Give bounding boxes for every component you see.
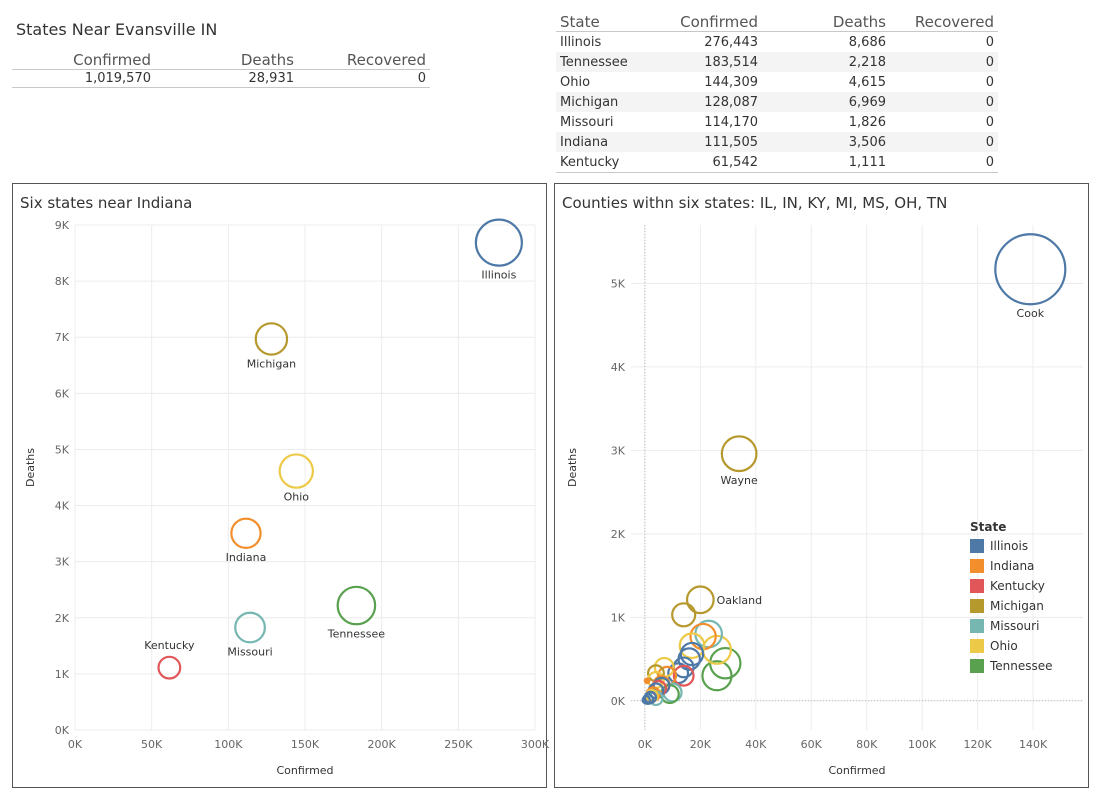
state-table-row: Michigan 128,087 6,969 0 <box>556 92 998 112</box>
state-table-header-recovered: Recovered <box>890 12 998 32</box>
state-name: Indiana <box>556 132 664 152</box>
state-name: Tennessee <box>556 52 664 72</box>
deaths-value: 2,218 <box>762 52 890 72</box>
state-name: Missouri <box>560 114 614 130</box>
counties-chart-panel: Counties withn six states: IL, IN, KY, M… <box>554 183 1089 788</box>
legend-item-illinois[interactable]: Illinois <box>970 536 1053 556</box>
legend-label: Ohio <box>990 639 1018 653</box>
legend-item-kentucky[interactable]: Kentucky <box>970 576 1053 596</box>
states-chart-panel: Six states near Indiana <box>12 183 547 788</box>
legend-label: Tennessee <box>990 659 1053 673</box>
state-table-row: Missouri 114,170 1,826 0 <box>556 112 998 132</box>
state-table-row: Kentucky 61,542 1,111 0 <box>556 152 998 173</box>
summary-header-recovered: Recovered <box>298 50 430 70</box>
legend-swatch <box>970 659 984 673</box>
legend-item-ohio[interactable]: Ohio <box>970 636 1053 656</box>
recovered-value: 0 <box>985 34 994 50</box>
legend-swatch <box>970 559 984 573</box>
legend-swatch <box>970 539 984 553</box>
state-name: Illinois <box>560 34 602 50</box>
state-table-row: Tennessee 183,514 2,218 0 <box>556 52 998 72</box>
legend-item-missouri[interactable]: Missouri <box>970 616 1053 636</box>
legend-label: Illinois <box>990 539 1029 553</box>
recovered-value: 0 <box>890 92 998 112</box>
summary-confirmed-value: 1,019,570 <box>12 69 155 88</box>
summary-row: 1,019,570 28,931 0 <box>12 69 430 88</box>
deaths-value: 3,506 <box>762 132 890 152</box>
confirmed-value: 276,443 <box>704 34 758 50</box>
state-legend: State Illinois Indiana Kentucky Michigan Mis… <box>970 520 1053 676</box>
state-table-header-deaths: Deaths <box>762 12 890 32</box>
confirmed-value: 144,309 <box>704 74 758 90</box>
legend-swatch <box>970 599 984 613</box>
confirmed-value: 111,505 <box>664 132 762 152</box>
deaths-value: 1,826 <box>848 114 886 130</box>
summary-table: Confirmed Deaths Recovered 1,019,570 28,… <box>12 50 430 88</box>
confirmed-value: 183,514 <box>664 52 762 72</box>
state-table-row: Illinois 276,443 8,686 0 <box>556 32 998 53</box>
legend-label: Missouri <box>990 619 1040 633</box>
confirmed-value: 61,542 <box>664 152 762 173</box>
summary-header-confirmed: Confirmed <box>12 50 155 70</box>
recovered-value: 0 <box>985 74 994 90</box>
state-name: Ohio <box>560 74 591 90</box>
recovered-value: 0 <box>890 132 998 152</box>
state-table-row: Indiana 111,505 3,506 0 <box>556 132 998 152</box>
deaths-value: 4,615 <box>848 74 886 90</box>
legend-label: Indiana <box>990 559 1035 573</box>
legend-title: State <box>970 520 1007 534</box>
deaths-value: 6,969 <box>762 92 890 112</box>
deaths-value: 1,111 <box>762 152 890 173</box>
state-name: Michigan <box>556 92 664 112</box>
state-table-header-state: State <box>556 12 664 32</box>
legend-label: Michigan <box>990 599 1044 613</box>
state-name: Kentucky <box>556 152 664 173</box>
confirmed-value: 128,087 <box>664 92 762 112</box>
recovered-value: 0 <box>890 52 998 72</box>
counties-chart-title: Counties withn six states: IL, IN, KY, M… <box>562 194 948 212</box>
state-table-row: Ohio 144,309 4,615 0 <box>556 72 998 92</box>
states-chart-title: Six states near Indiana <box>20 194 193 212</box>
legend-item-indiana[interactable]: Indiana <box>970 556 1053 576</box>
legend-swatch <box>970 639 984 653</box>
state-table-header-confirmed: Confirmed <box>664 12 762 32</box>
summary-deaths-value: 28,931 <box>155 69 298 88</box>
summary-recovered-value: 0 <box>298 69 430 88</box>
recovered-value: 0 <box>890 152 998 173</box>
state-table: State Confirmed Deaths Recovered Illinoi… <box>556 12 998 173</box>
legend-item-michigan[interactable]: Michigan <box>970 596 1053 616</box>
recovered-value: 0 <box>985 114 994 130</box>
legend-label: Kentucky <box>990 579 1045 593</box>
legend-swatch <box>970 619 984 633</box>
confirmed-value: 114,170 <box>704 114 758 130</box>
legend-swatch <box>970 579 984 593</box>
deaths-value: 8,686 <box>848 34 886 50</box>
summary-title: States Near Evansville IN <box>16 20 218 39</box>
legend-item-tennessee[interactable]: Tennessee <box>970 656 1053 676</box>
summary-header-deaths: Deaths <box>155 50 298 70</box>
